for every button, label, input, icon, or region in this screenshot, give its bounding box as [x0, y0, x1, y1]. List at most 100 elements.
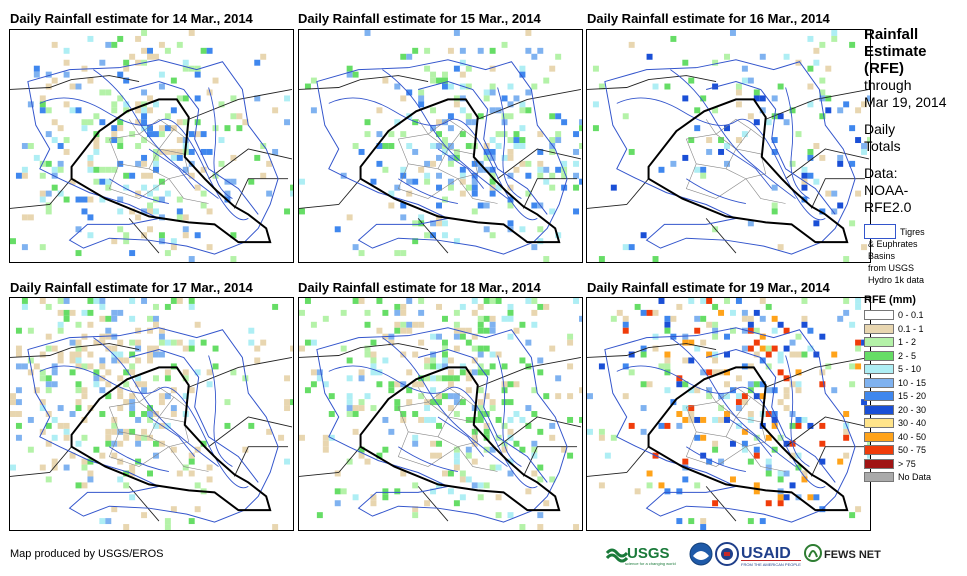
map-panel-3: [586, 29, 871, 263]
country-border: [785, 148, 870, 180]
legend-label: 0.1 - 1: [898, 323, 924, 334]
map-panel-2: [298, 29, 583, 263]
legend-label: 30 - 40: [898, 418, 927, 428]
admin-boundary: [685, 401, 737, 438]
admin-boundary: [725, 148, 767, 180]
admin-boundary: [462, 396, 476, 408]
country-border: [477, 89, 582, 120]
river: [670, 69, 796, 199]
iraq-border: [70, 366, 272, 512]
admin-boundary: [745, 446, 786, 472]
iraq-border: [70, 98, 272, 244]
iraq-border: [359, 98, 561, 244]
country-border: [299, 75, 429, 90]
legend-swatch: [864, 458, 894, 469]
admin-boundary: [173, 128, 187, 140]
admin-boundary: [417, 387, 429, 403]
rainfall-map-6: [587, 298, 870, 530]
country-border: [208, 148, 293, 180]
admin-boundary: [417, 119, 429, 135]
rainfall-pixels: [10, 30, 293, 262]
admin-boundary: [148, 148, 190, 180]
basin-outline: [706, 81, 836, 215]
legend-label: 10 - 15: [898, 377, 927, 388]
admin-boundary: [148, 416, 190, 448]
usda-seal-icon: [715, 542, 739, 566]
legend-row: 1 - 2: [864, 336, 964, 350]
admin-boundary: [437, 148, 479, 180]
legend-label: 40 - 50: [898, 431, 927, 442]
iraq-border: [647, 366, 849, 512]
admin-boundary: [750, 128, 764, 140]
country-border: [785, 416, 870, 448]
river: [328, 365, 538, 489]
fews-net-logo: FEWS NET: [804, 544, 881, 562]
side-through: through: [864, 77, 912, 93]
side-title-line1: Rainfall: [864, 26, 919, 43]
country-border: [523, 178, 578, 209]
map-panel-6: [586, 297, 871, 531]
basin-outline: [418, 81, 548, 215]
river: [39, 97, 249, 221]
legend-swatch: [864, 377, 894, 388]
legend-label: > 75: [898, 458, 916, 469]
river: [437, 148, 485, 189]
legend-label: No Data: [898, 472, 932, 482]
admin-boundary: [108, 163, 170, 199]
legend-row: 0 - 0.1: [864, 309, 964, 323]
legend-swatch: [864, 418, 894, 428]
admin-boundary: [745, 178, 786, 204]
panel-title-4: Daily Rainfall estimate for 17 Mar., 201…: [10, 280, 253, 295]
legend-label: 1 - 2: [898, 337, 917, 347]
admin-boundary: [457, 446, 498, 472]
fews-net-logo-text: FEWS NET: [824, 549, 881, 561]
admin-boundary: [725, 416, 767, 448]
legend-swatch: [864, 350, 894, 361]
legend-swatch: [864, 472, 894, 482]
admin-boundary: [138, 118, 175, 150]
country-border: [523, 446, 578, 477]
country-border: [587, 446, 649, 477]
country-border: [811, 178, 866, 209]
legend-row: 30 - 40: [864, 417, 964, 431]
basin-legend: Tigres & Euphrates Basins from USGS Hydr…: [864, 224, 964, 288]
legend-swatch: [864, 404, 894, 415]
iraq-border: [359, 366, 561, 512]
basin-outline: [316, 327, 568, 523]
legend-row: 0.1 - 1: [864, 323, 964, 337]
legend-label: 50 - 75: [898, 445, 927, 455]
country-border: [299, 178, 361, 209]
legend-title: RFE (mm): [864, 294, 916, 306]
admin-boundary: [108, 133, 160, 170]
river: [328, 97, 538, 221]
country-border: [477, 357, 582, 388]
river: [109, 446, 169, 472]
side-title-line3: (RFE): [864, 60, 904, 77]
river: [208, 355, 233, 467]
river: [670, 337, 796, 467]
legend-label: 0 - 0.1: [898, 310, 924, 320]
river: [208, 87, 233, 199]
usgs-logo-text: USGS: [627, 545, 670, 562]
river: [93, 337, 219, 467]
basin-outline: [706, 349, 836, 483]
river: [497, 355, 522, 467]
legend-swatch: [864, 337, 894, 347]
legend-row: 50 - 75: [864, 444, 964, 458]
country-border: [128, 218, 160, 254]
legend-label: 20 - 30: [898, 404, 927, 415]
legend-row: 2 - 5: [864, 350, 964, 364]
basin-label-2: & Euphrates: [868, 239, 918, 249]
basin-outline: [604, 327, 856, 523]
country-border: [417, 486, 449, 522]
river: [93, 69, 219, 199]
country-border: [587, 178, 649, 209]
country-border: [497, 148, 582, 180]
legend-swatch: [864, 445, 894, 455]
side-data-source2: RFE2.0: [864, 199, 912, 215]
map-panel-5: [298, 297, 583, 531]
rainfall-pixels: [10, 298, 293, 530]
admin-boundary: [462, 128, 476, 140]
river: [686, 446, 746, 472]
map-panel-1: [9, 29, 294, 263]
